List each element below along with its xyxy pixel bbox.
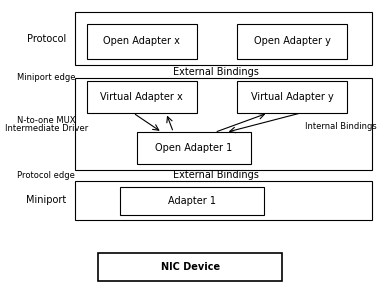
FancyBboxPatch shape: [75, 181, 372, 220]
FancyBboxPatch shape: [237, 24, 347, 59]
Text: Open Adapter x: Open Adapter x: [103, 36, 180, 46]
FancyBboxPatch shape: [120, 187, 264, 215]
Text: Open Adapter 1: Open Adapter 1: [155, 143, 233, 153]
FancyBboxPatch shape: [87, 81, 197, 113]
Text: N-to-one MUX: N-to-one MUX: [17, 116, 76, 125]
Text: Virtual Adapter x: Virtual Adapter x: [100, 92, 183, 102]
Text: Virtual Adapter y: Virtual Adapter y: [251, 92, 334, 102]
Text: Miniport edge: Miniport edge: [17, 73, 76, 82]
FancyBboxPatch shape: [137, 132, 251, 164]
Text: Adapter 1: Adapter 1: [168, 196, 216, 206]
FancyBboxPatch shape: [75, 12, 372, 65]
Text: Internal Bindings: Internal Bindings: [305, 122, 376, 131]
FancyBboxPatch shape: [237, 81, 347, 113]
Text: External Bindings: External Bindings: [173, 67, 259, 77]
Text: External Bindings: External Bindings: [173, 170, 259, 180]
Text: Protocol edge: Protocol edge: [17, 171, 75, 180]
Text: Open Adapter y: Open Adapter y: [254, 36, 331, 46]
FancyBboxPatch shape: [98, 253, 282, 281]
Text: Intermediate Driver: Intermediate Driver: [5, 124, 88, 133]
Text: NIC Device: NIC Device: [161, 262, 220, 272]
FancyBboxPatch shape: [87, 24, 197, 59]
FancyBboxPatch shape: [75, 78, 372, 170]
Text: Miniport: Miniport: [26, 195, 66, 206]
Text: Protocol: Protocol: [27, 33, 66, 44]
